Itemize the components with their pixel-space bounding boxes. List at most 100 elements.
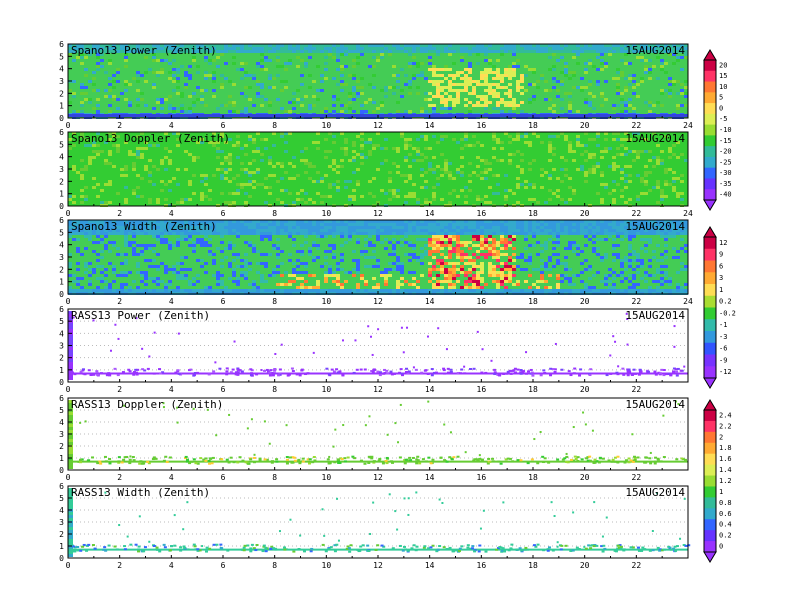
heatmap-cell — [360, 53, 364, 56]
data-cell — [99, 372, 103, 375]
heatmap-cell — [332, 229, 336, 232]
heatmap-cell — [412, 56, 416, 59]
heatmap-cell — [332, 44, 336, 47]
data-cell — [95, 372, 99, 375]
heatmap-cell — [448, 238, 452, 241]
heatmap-cell — [620, 265, 624, 268]
heatmap-cell — [132, 250, 136, 253]
heatmap-cell — [264, 44, 268, 47]
heatmap-cell — [272, 244, 276, 247]
heatmap-cell — [388, 198, 392, 201]
heatmap-cell — [512, 71, 516, 74]
heatmap-cell — [528, 274, 532, 277]
heatmap-cell — [252, 150, 256, 153]
heatmap-cell — [160, 101, 164, 104]
heatmap-cell — [500, 80, 504, 83]
heatmap-cell — [236, 156, 240, 159]
heatmap-cell — [660, 44, 664, 47]
heatmap-cell — [228, 223, 232, 226]
heatmap-cell — [472, 144, 476, 147]
heatmap-cell — [348, 95, 352, 98]
heatmap-cell — [592, 156, 596, 159]
heatmap-cell — [520, 171, 524, 174]
heatmap-cell — [176, 201, 180, 204]
heatmap-cell — [620, 144, 624, 147]
heatmap-cell — [156, 289, 160, 292]
heatmap-cell — [336, 280, 340, 283]
heatmap-cell — [528, 229, 532, 232]
heatmap-cell — [72, 80, 76, 83]
heatmap-cell — [444, 135, 448, 138]
heatmap-cell — [356, 50, 360, 53]
heatmap-cell — [448, 253, 452, 256]
heatmap-cell — [156, 47, 160, 50]
heatmap-cell — [220, 265, 224, 268]
heatmap-cell — [684, 95, 688, 98]
data-cell — [192, 374, 196, 377]
heatmap-cell — [456, 229, 460, 232]
heatmap-cell — [584, 226, 588, 229]
heatmap-cell — [320, 50, 324, 53]
heatmap-cell — [572, 223, 576, 226]
heatmap-cell — [488, 86, 492, 89]
heatmap-cell — [308, 253, 312, 256]
heatmap-cell — [676, 250, 680, 253]
heatmap-cell — [280, 226, 284, 229]
heatmap-cell — [232, 144, 236, 147]
heatmap-cell — [476, 47, 480, 50]
x-tick-label: 8 — [272, 209, 277, 218]
heatmap-cell — [300, 150, 304, 153]
data-cell — [225, 370, 229, 373]
heatmap-cell — [132, 232, 136, 235]
data-cell — [79, 370, 83, 373]
y-tick-label: 0 — [59, 290, 64, 299]
heatmap-cell — [188, 283, 192, 286]
heatmap-cell — [448, 241, 452, 244]
heatmap-cell — [212, 74, 216, 77]
heatmap-cell — [260, 47, 264, 50]
heatmap-cell — [500, 74, 504, 77]
heatmap-cell — [628, 262, 632, 265]
heatmap-cell — [280, 107, 284, 110]
heatmap-cell — [444, 235, 448, 238]
heatmap-cell — [592, 289, 596, 292]
heatmap-cell — [420, 226, 424, 229]
heatmap-cell — [636, 289, 640, 292]
heatmap-cell — [236, 144, 240, 147]
heatmap-cell — [280, 250, 284, 253]
heatmap-cell — [476, 277, 480, 280]
heatmap-cell — [72, 132, 76, 135]
heatmap-cell — [116, 150, 120, 153]
heatmap-cell — [276, 162, 280, 165]
heatmap-cell — [416, 289, 420, 292]
heatmap-cell — [116, 223, 120, 226]
heatmap-cell — [384, 229, 388, 232]
heatmap-cell — [424, 244, 428, 247]
heatmap-cell — [660, 235, 664, 238]
heatmap-cell — [152, 229, 156, 232]
heatmap-cell — [472, 280, 476, 283]
heatmap-cell — [624, 268, 628, 271]
heatmap-cell — [180, 95, 184, 98]
heatmap-cell — [320, 235, 324, 238]
heatmap-cell — [372, 144, 376, 147]
heatmap-cell — [624, 220, 628, 223]
heatmap-cell — [324, 226, 328, 229]
heatmap-cell — [636, 132, 640, 135]
heatmap-cell — [432, 135, 436, 138]
heatmap-cell — [612, 132, 616, 135]
heatmap-cell — [136, 44, 140, 47]
heatmap-cell — [300, 253, 304, 256]
heatmap-cell — [256, 183, 260, 186]
heatmap-cell — [460, 71, 464, 74]
data-cell — [95, 373, 99, 376]
heatmap-cell — [500, 226, 504, 229]
heatmap-cell — [476, 156, 480, 159]
heatmap-cell — [240, 223, 244, 226]
heatmap-cell — [616, 165, 620, 168]
heatmap-cell — [372, 265, 376, 268]
heatmap-cell — [452, 268, 456, 271]
heatmap-cell — [552, 135, 556, 138]
heatmap-cell — [264, 265, 268, 268]
heatmap-cell — [204, 286, 208, 289]
